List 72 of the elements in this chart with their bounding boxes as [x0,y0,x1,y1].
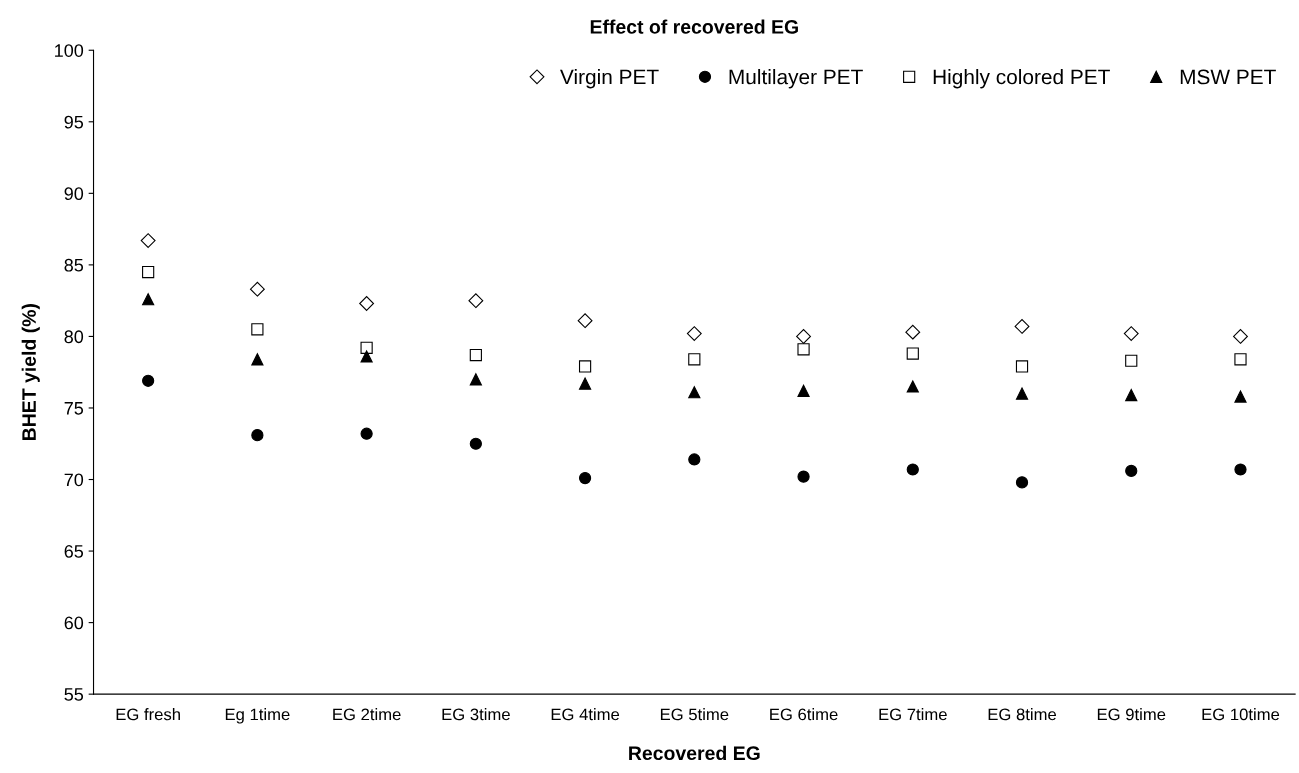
point [360,350,373,363]
x-tick-label: EG 6time [770,708,838,721]
y-tick-label: 55 [64,688,84,701]
point [1014,318,1030,334]
y-tick-label: 75 [64,402,84,415]
point [796,328,811,344]
x-tick-label: EG 3time [442,708,510,721]
point [142,265,155,279]
point [469,348,482,362]
point [905,324,921,340]
point [578,377,592,390]
chart-title: Effect of recovered EG [590,19,798,34]
point [688,353,701,366]
y-tick-label: 85 [64,258,84,272]
point [1015,476,1029,489]
point [142,374,155,387]
point [1015,360,1029,373]
legend-label: Multilayer PET [729,69,863,89]
x-tick-label: EG 7time [879,708,947,721]
point [469,373,482,386]
point [688,453,701,466]
point [1015,387,1029,400]
point [1125,464,1138,478]
point [686,326,702,341]
point [1234,463,1247,476]
point [249,281,265,297]
point [1125,388,1138,402]
point [142,293,155,306]
y-tick-label: 70 [64,473,84,487]
point [577,313,593,329]
y-tick-label: 95 [64,115,84,129]
point [251,429,264,442]
point [688,386,701,399]
point [1125,354,1138,367]
point [360,427,373,440]
point [359,296,375,311]
point [360,341,373,354]
point [797,343,810,356]
y-tick-label: 100 [55,44,84,57]
point [1123,326,1139,341]
point [906,463,919,476]
x-axis-title: Recovered EG [629,745,760,761]
point [251,323,264,336]
x-tick-label: EG 2time [333,708,401,721]
x-tick-label: EG 9time [1097,708,1166,721]
point [251,353,264,366]
point [1233,328,1248,344]
x-tick-label: Eg 1time [225,708,290,724]
x-tick-label: EG 4time [551,708,620,721]
point [140,233,156,248]
point [797,384,810,397]
y-tick-label: 80 [64,330,84,344]
x-tick-label: EG 8time [988,708,1057,721]
x-tick-label: EG 5time [660,708,729,721]
point [578,471,592,485]
legend-label: Highly colored PET [933,69,1110,89]
legend-label: MSW PET [1180,69,1276,85]
x-tick-label: EG fresh [116,708,180,721]
y-axis-title: BHET yield (%) [21,304,40,441]
point [1234,390,1247,403]
point [906,347,919,360]
point [469,437,482,450]
point [468,293,484,309]
point [797,470,810,483]
point [906,380,919,393]
y-tick-label: 65 [64,545,84,558]
legend-label: Virgin PET [560,69,659,89]
y-tick-label: 60 [64,616,84,630]
point [1234,353,1247,366]
point [578,360,592,373]
y-tick-label: 90 [64,187,84,201]
x-tick-label: EG 10time [1202,708,1280,721]
